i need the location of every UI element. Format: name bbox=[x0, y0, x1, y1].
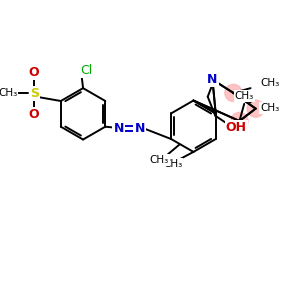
Text: O: O bbox=[29, 108, 40, 121]
Text: S: S bbox=[30, 87, 39, 100]
Text: CH₃: CH₃ bbox=[163, 159, 182, 169]
Text: CH₃: CH₃ bbox=[235, 91, 254, 101]
Text: Cl: Cl bbox=[81, 64, 93, 76]
Text: CH₃: CH₃ bbox=[260, 103, 279, 113]
Circle shape bbox=[247, 100, 264, 117]
Text: OH: OH bbox=[226, 121, 247, 134]
Text: CH₃: CH₃ bbox=[150, 155, 169, 165]
Text: CH₃: CH₃ bbox=[260, 78, 279, 88]
Circle shape bbox=[225, 84, 242, 101]
Text: N: N bbox=[207, 73, 218, 86]
Text: O: O bbox=[29, 66, 40, 79]
Circle shape bbox=[231, 112, 248, 130]
Text: N: N bbox=[134, 122, 145, 135]
Text: CH₃: CH₃ bbox=[0, 88, 17, 98]
Text: N: N bbox=[113, 122, 124, 135]
